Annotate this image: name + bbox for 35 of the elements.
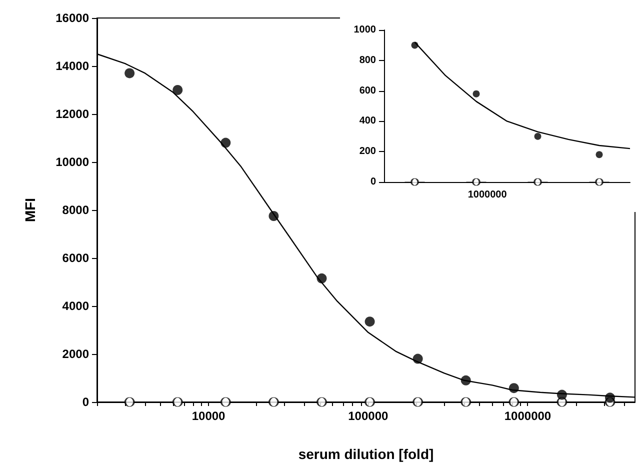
point bbox=[411, 42, 418, 49]
y-tick-label: 400 bbox=[359, 116, 376, 127]
y-tick-label: 0 bbox=[82, 395, 90, 409]
x-tick-label: 10000 bbox=[192, 409, 226, 423]
point bbox=[316, 273, 327, 284]
y-tick-label: 0 bbox=[370, 176, 376, 188]
y-tick-label: 14000 bbox=[56, 59, 90, 73]
annotation: 1000000 bbox=[468, 190, 508, 200]
y-tick-label: 600 bbox=[359, 85, 376, 96]
y-tick-label: 4000 bbox=[62, 299, 90, 313]
point bbox=[534, 132, 542, 140]
y-tick-label: 8000 bbox=[62, 203, 90, 217]
point bbox=[556, 390, 567, 400]
x-axis-title: serum dilution [fold] bbox=[298, 446, 434, 462]
x-tick-label: 1000000 bbox=[504, 409, 552, 423]
point bbox=[268, 211, 279, 221]
y-tick-label: 10000 bbox=[56, 155, 90, 169]
y-tick-label: 6000 bbox=[62, 251, 90, 265]
point bbox=[596, 151, 603, 158]
point bbox=[124, 68, 135, 78]
point bbox=[364, 316, 375, 327]
y-tick-label: 1000 bbox=[354, 24, 376, 36]
y-axis-title: MFI bbox=[22, 198, 38, 222]
point bbox=[472, 90, 480, 98]
y-tick-label: 200 bbox=[359, 146, 376, 158]
y-tick-label: 2000 bbox=[62, 347, 90, 361]
y-tick-label: 800 bbox=[359, 54, 376, 66]
point bbox=[172, 85, 183, 95]
point bbox=[412, 354, 423, 364]
x-tick-label: 100000 bbox=[348, 409, 388, 423]
point bbox=[508, 383, 519, 394]
y-tick-label: 12000 bbox=[56, 107, 90, 121]
point bbox=[460, 375, 471, 386]
point bbox=[220, 138, 231, 148]
y-tick-label: 16000 bbox=[56, 11, 90, 25]
